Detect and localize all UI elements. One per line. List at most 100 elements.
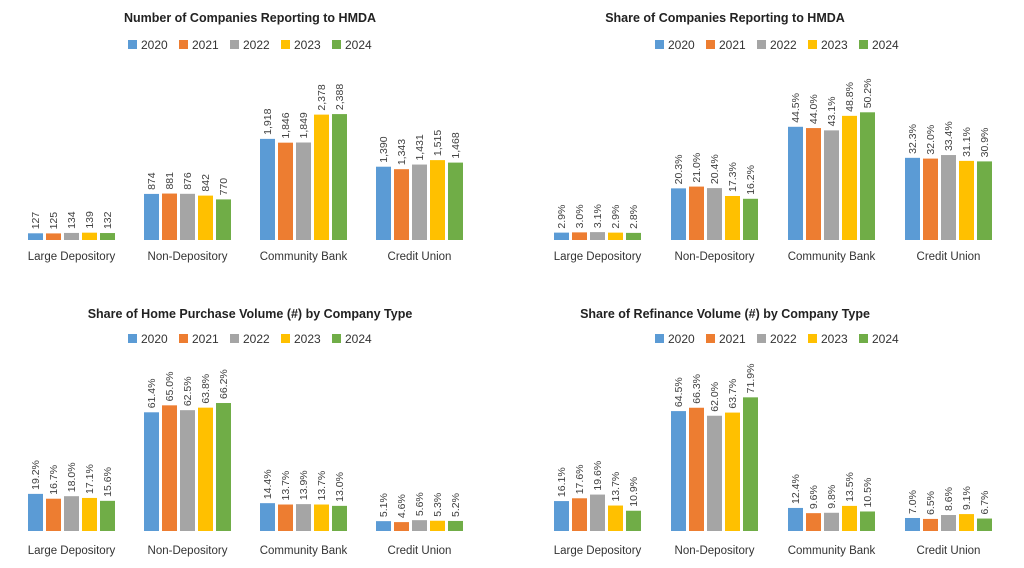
data-label-large-depository-2022: 18.0% <box>66 462 78 492</box>
data-label-community-bank-2023: 13.5% <box>844 472 856 502</box>
data-label-credit-union-2020: 5.1% <box>378 493 390 517</box>
data-label-credit-union-2023: 5.3% <box>432 493 444 517</box>
chart-companies-reporting-count: Number of Companies Reporting to HMDA 202… <box>0 0 512 284</box>
data-label-credit-union-2023: 31.1% <box>961 127 973 157</box>
bar-community-bank-2024 <box>860 112 875 240</box>
chart-refinance-share: Share of Refinance Volume (#) by Company… <box>520 296 1024 568</box>
data-label-credit-union-2022: 8.6% <box>943 487 955 511</box>
bar-credit-union-2024 <box>448 520 463 531</box>
bar-large-depository-2021 <box>572 498 587 531</box>
data-label-credit-union-2023: 9.1% <box>961 486 973 510</box>
bar-credit-union-2021 <box>394 522 409 531</box>
legend-label-2023: 2023 <box>821 332 848 346</box>
legend-swatch-2023 <box>808 334 817 343</box>
data-label-non-depository-2022: 20.4% <box>709 154 721 184</box>
legend-swatch-2023 <box>281 40 290 49</box>
bar-large-depository-2020 <box>28 233 43 240</box>
legend-label-2024: 2024 <box>872 38 899 52</box>
legend-swatch-2024 <box>332 40 341 49</box>
legend-label-2024: 2024 <box>345 332 372 346</box>
bar-community-bank-2021 <box>806 513 821 531</box>
legend-label-2022: 2022 <box>770 332 797 346</box>
data-label-community-bank-2022: 43.1% <box>826 97 838 127</box>
data-label-large-depository-2023: 2.9% <box>610 205 622 229</box>
chart-title: Share of Refinance Volume (#) by Company… <box>580 307 870 321</box>
category-label-large-depository: Large Depository <box>554 545 642 557</box>
bar-non-depository-2022 <box>180 193 195 240</box>
chart-home-purchase-share: Share of Home Purchase Volume (#) by Com… <box>0 296 512 568</box>
data-label-community-bank-2023: 13.7% <box>316 471 328 501</box>
legend-label-2024: 2024 <box>872 332 899 346</box>
data-label-large-depository-2020: 16.1% <box>556 467 568 497</box>
data-label-non-depository-2020: 64.5% <box>673 377 685 407</box>
bar-non-depository-2024 <box>743 397 758 531</box>
category-label-large-depository: Large Depository <box>28 251 116 263</box>
data-label-community-bank-2022: 9.8% <box>826 485 838 509</box>
chart-svg: Share of Refinance Volume (#) by Company… <box>554 307 992 557</box>
chart-legend: 2020 2021 2022 2023 2024 <box>655 332 899 346</box>
data-label-large-depository-2020: 19.2% <box>30 460 42 490</box>
data-label-community-bank-2022: 13.9% <box>298 470 310 500</box>
data-label-credit-union-2022: 1,431 <box>414 134 426 160</box>
bar-credit-union-2022 <box>412 520 427 531</box>
data-label-community-bank-2020: 12.4% <box>790 474 802 504</box>
legend-swatch-2020 <box>655 334 664 343</box>
chart-title: Share of Home Purchase Volume (#) by Com… <box>88 307 413 321</box>
data-label-large-depository-2022: 134 <box>66 211 78 229</box>
data-label-credit-union-2022: 33.4% <box>943 121 955 151</box>
data-label-large-depository-2024: 10.9% <box>628 477 640 507</box>
bar-credit-union-2023 <box>430 160 445 240</box>
bar-credit-union-2022 <box>941 515 956 531</box>
data-label-credit-union-2020: 32.3% <box>907 124 919 154</box>
category-label-community-bank: Community Bank <box>260 251 348 263</box>
data-label-credit-union-2021: 6.5% <box>925 491 937 515</box>
bar-credit-union-2024 <box>977 161 992 240</box>
legend-label-2024: 2024 <box>345 38 372 52</box>
bar-community-bank-2022 <box>824 512 839 531</box>
legend-swatch-2022 <box>230 40 239 49</box>
bar-credit-union-2020 <box>376 521 391 531</box>
bar-large-depository-2024 <box>626 510 641 531</box>
category-label-community-bank: Community Bank <box>788 545 876 557</box>
data-label-community-bank-2021: 1,846 <box>280 112 292 138</box>
data-label-non-depository-2024: 16.2% <box>745 165 757 195</box>
bar-credit-union-2021 <box>923 518 938 531</box>
data-label-large-depository-2021: 16.7% <box>48 465 60 495</box>
bar-non-depository-2020 <box>144 193 159 240</box>
data-label-large-depository-2021: 125 <box>48 212 60 230</box>
bar-large-depository-2020 <box>554 232 569 240</box>
legend-label-2020: 2020 <box>141 38 168 52</box>
data-label-non-depository-2023: 17.3% <box>727 162 739 192</box>
legend-swatch-2021 <box>706 334 715 343</box>
bar-community-bank-2020 <box>788 507 803 531</box>
data-label-non-depository-2022: 876 <box>182 172 194 190</box>
bar-non-depository-2024 <box>743 198 758 240</box>
legend-swatch-2021 <box>179 40 188 49</box>
category-label-large-depository: Large Depository <box>28 545 116 557</box>
legend-label-2023: 2023 <box>294 38 321 52</box>
bar-credit-union-2022 <box>412 164 427 240</box>
chart-svg: Share of Companies Reporting to HMDA 2020… <box>554 11 992 263</box>
bar-non-depository-2021 <box>689 186 704 240</box>
data-label-credit-union-2020: 1,390 <box>378 136 390 162</box>
chart-legend: 2020 2021 2022 2023 2024 <box>128 38 372 52</box>
bar-non-depository-2020 <box>671 411 686 531</box>
legend-swatch-2023 <box>281 334 290 343</box>
bar-large-depository-2023 <box>608 232 623 240</box>
data-label-non-depository-2023: 63.8% <box>200 374 212 404</box>
legend-swatch-2022 <box>230 334 239 343</box>
bar-credit-union-2023 <box>959 514 974 531</box>
bar-community-bank-2024 <box>860 511 875 531</box>
bar-large-depository-2020 <box>28 493 43 531</box>
data-label-non-depository-2023: 842 <box>200 174 212 192</box>
category-label-credit-union: Credit Union <box>388 251 452 263</box>
category-label-non-depository: Non-Depository <box>148 251 228 263</box>
bar-large-depository-2021 <box>572 232 587 240</box>
bar-credit-union-2020 <box>905 157 920 240</box>
data-label-non-depository-2024: 66.2% <box>218 369 230 399</box>
category-label-large-depository: Large Depository <box>554 251 642 263</box>
category-label-community-bank: Community Bank <box>260 545 348 557</box>
bar-community-bank-2024 <box>332 505 347 531</box>
data-label-non-depository-2021: 66.3% <box>691 374 703 404</box>
